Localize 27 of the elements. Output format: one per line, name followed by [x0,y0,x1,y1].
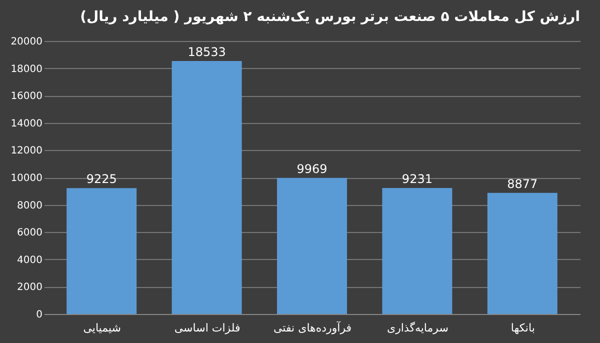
x-tick-label: بانکها [510,322,535,334]
y-tick-label: 10000 [10,173,42,184]
bar [66,188,137,314]
bar [487,192,558,314]
data-label: 9225 [86,172,117,186]
bar [277,178,347,314]
x-tick-label: فرآورده‌های نفتی [273,320,352,334]
y-tick-label: 18000 [10,64,42,75]
y-tick-label: 8000 [17,200,42,212]
y-tick-label: 0 [36,310,42,320]
x-tick-label: سرمایه‌گذاری [386,322,448,334]
y-tick-label: 16000 [10,91,42,102]
y-tick-label: 14000 [10,118,42,130]
data-label: 9969 [296,162,328,176]
data-label: 8877 [507,176,538,191]
y-tick-label: 6000 [17,228,42,239]
data-label: 18533 [188,45,226,60]
y-tick-label: 2000 [17,282,42,294]
x-tick-label: شیمیایی [83,322,121,334]
chart-title: ارزش کل معاملات ۵ صنعت برتر بورس یک‌شنبه ۲ شهریور ( میلیارد ریال) [80,9,580,25]
bar [172,61,242,314]
y-tick-label: 12000 [10,146,42,157]
x-tick-label: فلزات اساسی [174,322,240,334]
data-label: 9231 [402,172,432,186]
y-tick-label: 20000 [10,36,42,48]
bar [382,188,452,314]
y-tick-label: 4000 [17,254,42,266]
